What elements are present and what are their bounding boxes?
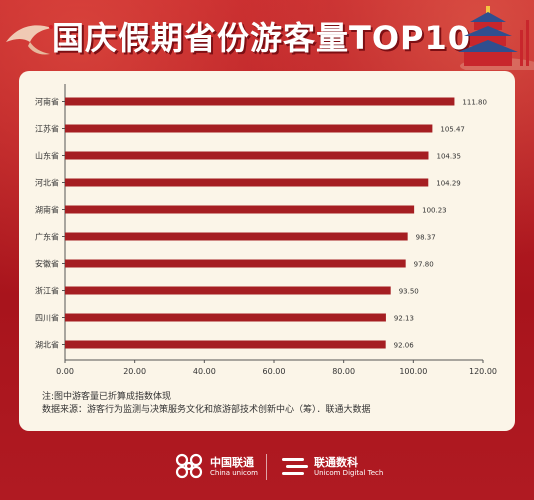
y-tick-label: 山东省	[35, 151, 59, 161]
y-tick-label: 安徽省	[35, 259, 59, 269]
bar	[65, 286, 391, 295]
y-tick-label: 湖南省	[35, 205, 59, 215]
bar	[65, 205, 415, 214]
data-label: 104.35	[436, 153, 461, 161]
y-tick-label: 河北省	[35, 178, 59, 188]
bar	[65, 124, 433, 133]
unicom-digital-logo-icon	[282, 458, 308, 475]
x-tick-label: 20.00	[123, 367, 146, 376]
bar	[65, 178, 429, 187]
brand-china-unicom-en: China unicom	[210, 469, 258, 477]
data-label: 100.23	[422, 207, 447, 215]
footer: 中国联通 China unicom 联通数科 Unicom Digital Te…	[0, 448, 534, 488]
y-tick-label: 广东省	[35, 232, 59, 242]
x-tick-label: 60.00	[263, 367, 286, 376]
data-label: 104.29	[436, 180, 461, 188]
bar	[65, 232, 408, 241]
bar	[65, 97, 455, 106]
data-source: 数据来源：游客行为监测与决策服务文化和旅游部技术创新中心（筹）．联通大数据	[42, 405, 371, 415]
data-label: 111.80	[462, 99, 487, 107]
data-label: 92.06	[394, 342, 415, 350]
x-tick-label: 120.00	[469, 367, 497, 376]
china-unicom-logo-icon	[175, 453, 203, 479]
x-tick-label: 0.00	[56, 367, 74, 376]
bar	[65, 151, 429, 160]
footer-divider	[266, 454, 267, 480]
data-label: 105.47	[440, 126, 465, 134]
y-tick-label: 四川省	[35, 313, 59, 323]
x-tick-label: 100.00	[399, 367, 427, 376]
data-label: 93.50	[399, 288, 419, 296]
page-title: 国庆假期省份游客量TOP10	[52, 19, 472, 57]
data-label: 97.80	[414, 261, 434, 269]
bar	[65, 313, 386, 322]
temple-icon	[458, 6, 534, 70]
y-tick-label: 江苏省	[35, 124, 59, 134]
x-tick-label: 40.00	[193, 367, 216, 376]
y-tick-label: 浙江省	[35, 286, 59, 296]
bar	[65, 259, 406, 268]
chart-note: 注:图中游客量已折算成指数体现	[42, 392, 172, 402]
bar	[65, 340, 386, 349]
y-tick-label: 河南省	[35, 97, 59, 107]
x-tick-label: 80.00	[332, 367, 355, 376]
data-label: 98.37	[416, 234, 436, 242]
brand-unicom-digital-en: Unicom Digital Tech	[314, 469, 384, 477]
data-label: 92.13	[394, 315, 414, 323]
brand-unicom-digital: 联通数科	[314, 456, 358, 469]
crane-icon	[6, 25, 53, 55]
y-tick-label: 湖北省	[35, 340, 59, 350]
brand-china-unicom: 中国联通	[210, 456, 254, 469]
